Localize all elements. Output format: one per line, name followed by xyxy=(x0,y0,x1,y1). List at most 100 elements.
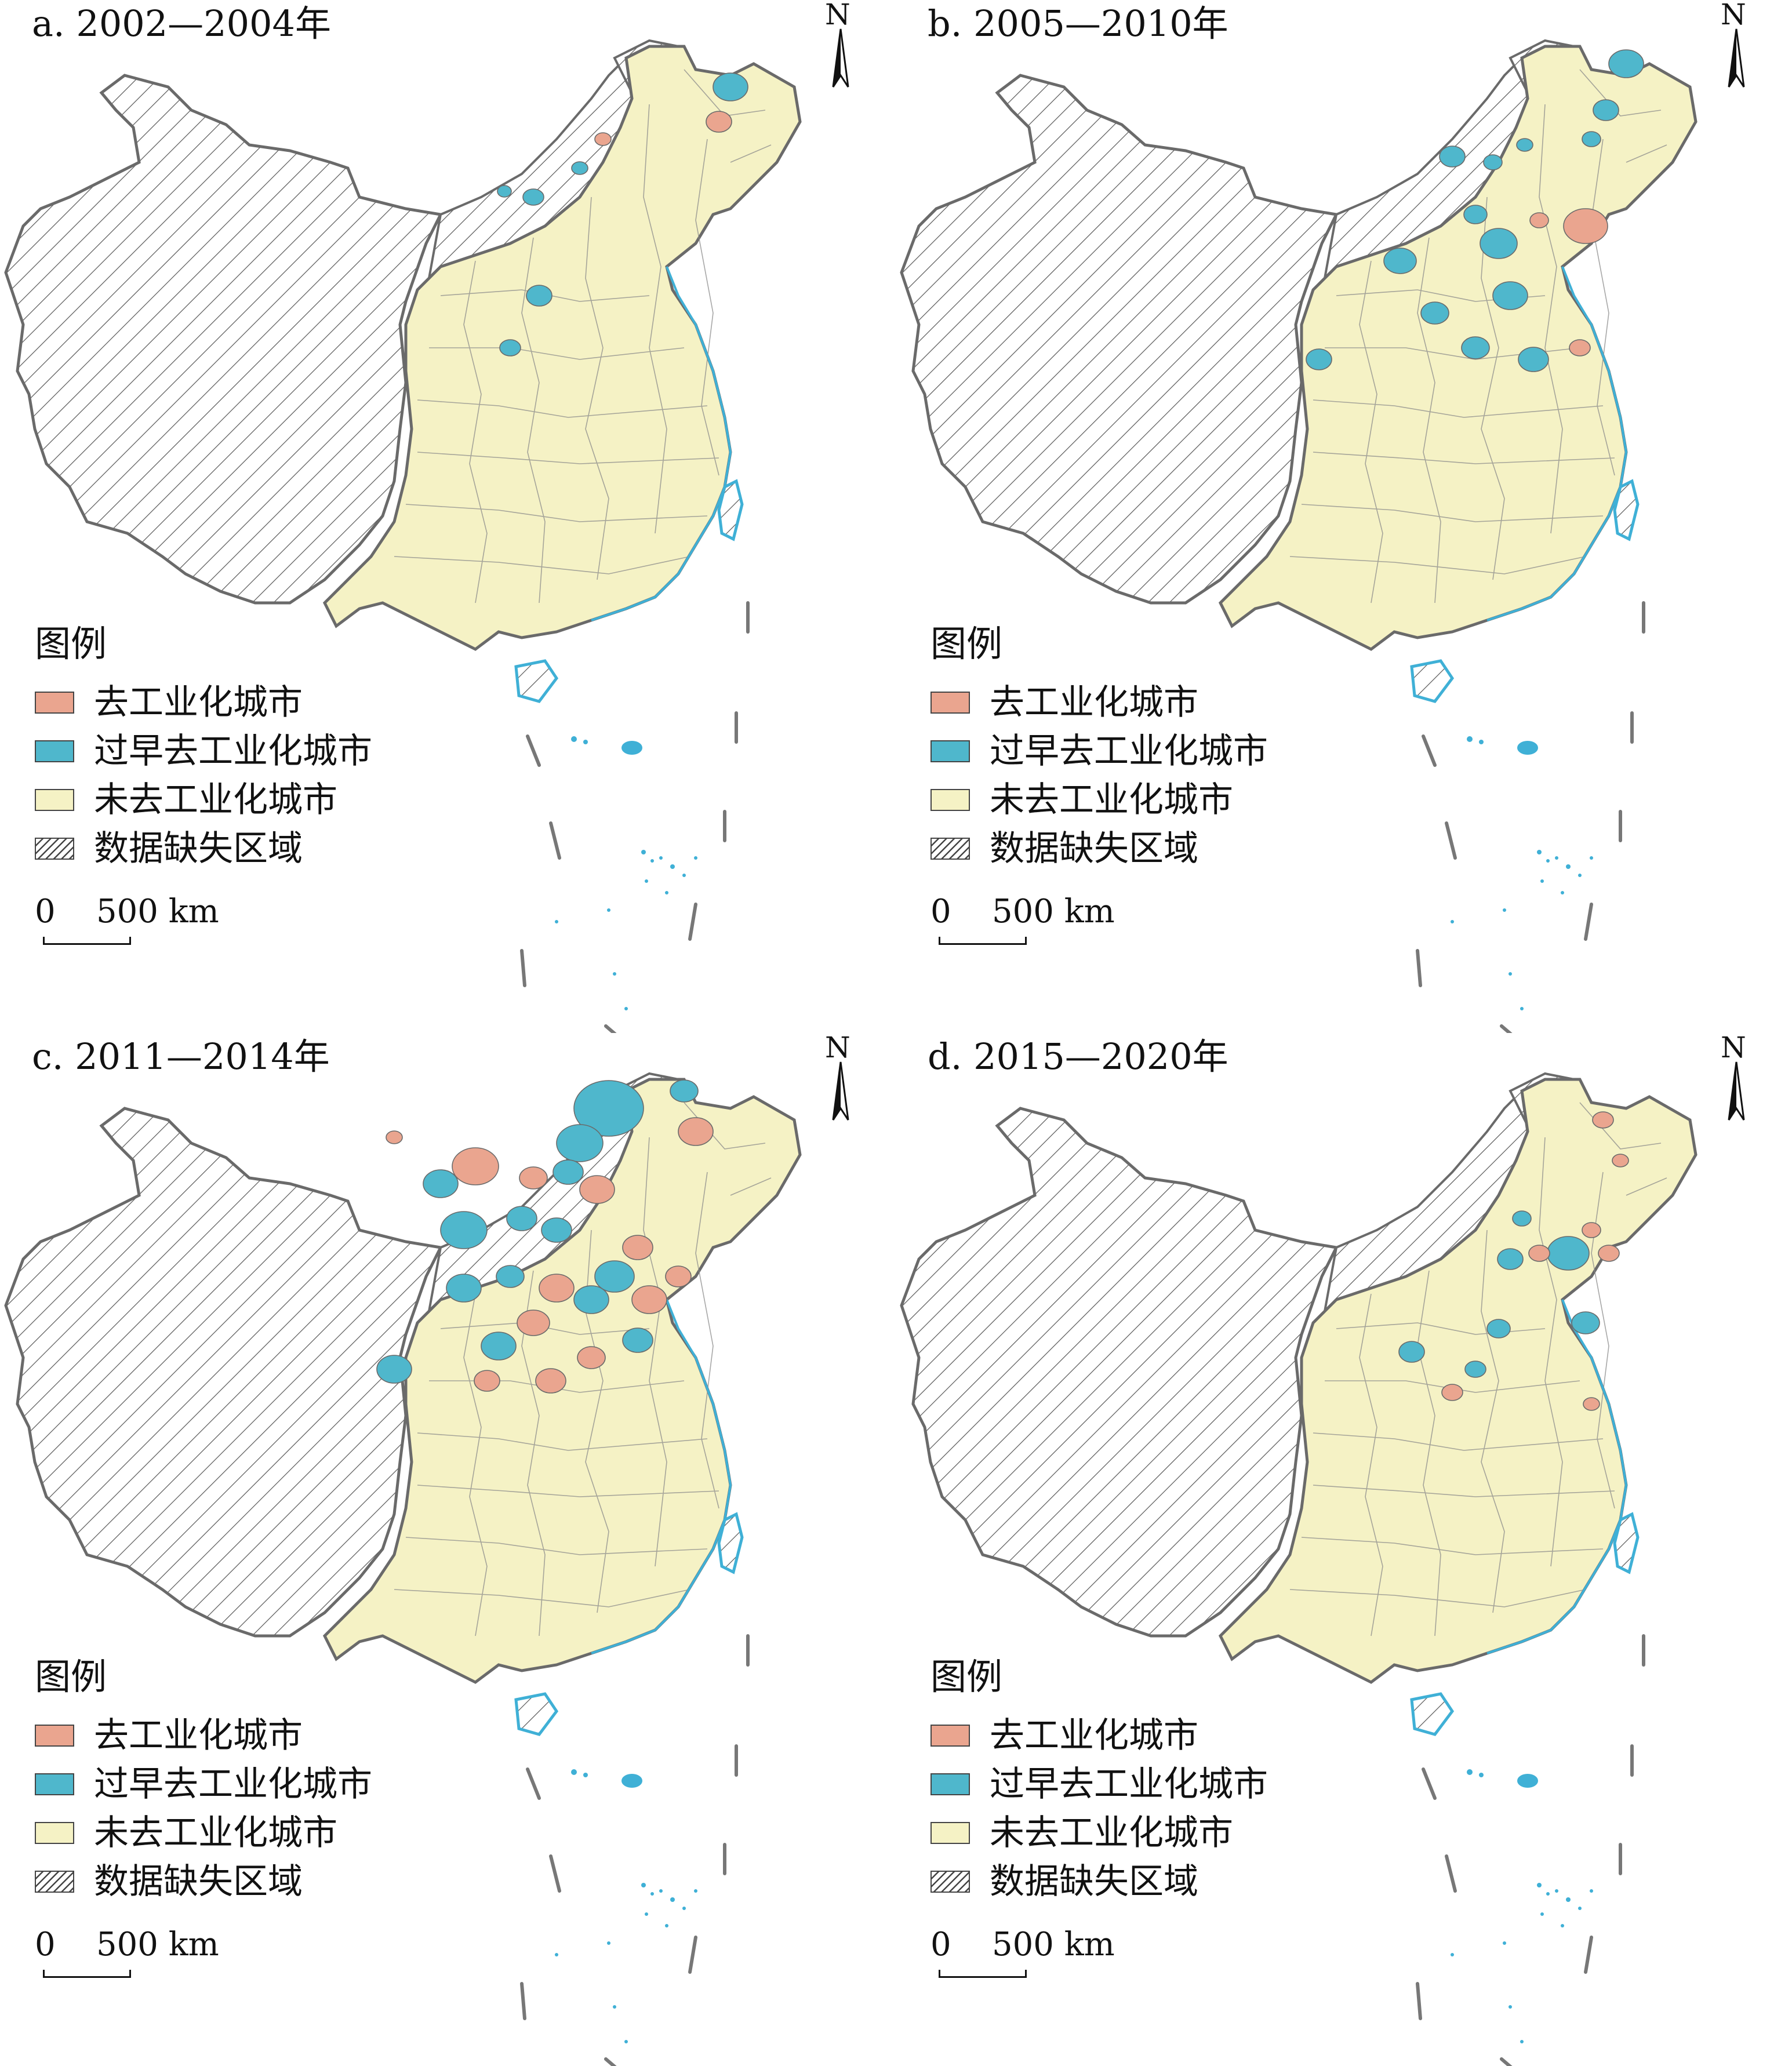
scale-zero: 0 xyxy=(930,1926,951,1963)
classified-cities xyxy=(497,72,748,357)
swatch-yellow xyxy=(930,789,970,811)
hainan-island xyxy=(1410,1692,1455,1736)
deindustrialized-city xyxy=(622,1235,653,1260)
legend-item-not-deindustrialized: 未去工业化城市 xyxy=(930,1809,1268,1857)
map-panel-a: a. 2002—2004年 N 图例 去工业化城市 过早去工业化城市 未去工业化… xyxy=(0,0,896,1033)
premature-deindustrialized-city xyxy=(573,1080,644,1137)
city-region-east xyxy=(1218,45,1698,651)
premature-deindustrialized-city xyxy=(440,1211,488,1249)
south-sea-islands xyxy=(555,736,697,1010)
legend-label: 数据缺失区域 xyxy=(94,1861,303,1902)
legend-title: 图例 xyxy=(35,1656,107,1698)
legend-label: 过早去工业化城市 xyxy=(94,1764,372,1805)
deindustrialized-city xyxy=(631,1285,667,1314)
legend-item-not-deindustrialized: 未去工业化城市 xyxy=(35,1809,372,1857)
legend-label: 数据缺失区域 xyxy=(990,1861,1198,1902)
premature-deindustrialized-city xyxy=(522,188,544,206)
premature-deindustrialized-city xyxy=(1492,281,1528,310)
legend-item-premature: 过早去工业化城市 xyxy=(930,727,1268,776)
premature-deindustrialized-city xyxy=(481,1332,517,1361)
premature-deindustrialized-city xyxy=(541,1217,572,1243)
legend-label: 数据缺失区域 xyxy=(94,828,303,869)
north-arrow: N xyxy=(809,1033,873,1126)
swatch-blue xyxy=(35,1773,74,1795)
deindustrialized-city xyxy=(452,1147,499,1185)
classified-cities xyxy=(376,1079,714,1394)
deindustrialized-city xyxy=(474,1370,500,1392)
deindustrialized-city xyxy=(1569,339,1591,357)
city-region-east xyxy=(322,45,802,651)
legend-item-deindustrialized: 去工业化城市 xyxy=(35,678,372,727)
deindustrialized-city xyxy=(594,132,612,146)
legend-item-premature: 过早去工业化城市 xyxy=(35,727,372,776)
swatch-hatch xyxy=(930,838,970,860)
nine-dash-line xyxy=(520,1634,750,2066)
legend-item-deindustrialized: 去工业化城市 xyxy=(35,1711,372,1760)
china-map xyxy=(4,39,802,1033)
scale-line xyxy=(43,937,131,945)
taiwan-island xyxy=(717,479,744,541)
city-region-east xyxy=(1218,1078,1698,1684)
north-arrow-icon xyxy=(1728,28,1745,88)
map-panel-b: b. 2005—2010年 N 图例 去工业化城市 过早去工业化城市 未去工业化… xyxy=(896,0,1791,1033)
legend-item-premature: 过早去工业化城市 xyxy=(35,1760,372,1809)
premature-deindustrialized-city xyxy=(573,1285,609,1314)
premature-deindustrialized-city xyxy=(571,161,588,175)
north-arrow: N xyxy=(1704,0,1768,93)
panel-title: a. 2002—2004年 xyxy=(32,2,331,45)
north-label: N xyxy=(825,1033,850,1064)
north-arrow-icon xyxy=(832,28,849,88)
scale-distance: 500 km xyxy=(992,893,1115,930)
north-arrow-icon xyxy=(832,1061,849,1121)
deindustrialized-city xyxy=(1598,1245,1620,1262)
legend-item-not-deindustrialized: 未去工业化城市 xyxy=(35,776,372,824)
north-arrow-icon xyxy=(1728,1061,1745,1121)
legend-item-deindustrialized: 去工业化城市 xyxy=(930,1711,1268,1760)
scale-distance: 500 km xyxy=(96,1926,219,1963)
swatch-hatch xyxy=(35,1871,74,1893)
premature-deindustrialized-city xyxy=(1464,1361,1486,1378)
panel-title: b. 2005—2010年 xyxy=(928,2,1228,45)
deindustrialized-city xyxy=(1583,1397,1600,1411)
swatch-yellow xyxy=(930,1822,970,1844)
premature-deindustrialized-city xyxy=(594,1260,635,1293)
swatch-yellow xyxy=(35,789,74,811)
china-map xyxy=(900,39,1698,1033)
south-sea-islands xyxy=(1451,736,1593,1010)
legend-item-missing: 数据缺失区域 xyxy=(930,824,1268,873)
scale-distance: 500 km xyxy=(96,893,219,930)
premature-deindustrialized-city xyxy=(1518,347,1549,372)
swatch-red xyxy=(930,692,970,714)
data-missing-west-region xyxy=(4,1107,443,1638)
swatch-red xyxy=(35,1725,74,1747)
legend-label: 去工业化城市 xyxy=(990,682,1198,723)
legend-label: 未去工业化城市 xyxy=(94,1813,337,1853)
premature-deindustrialized-city xyxy=(1398,1341,1425,1363)
scale-zero: 0 xyxy=(35,893,56,930)
taiwan-island xyxy=(717,1512,744,1574)
premature-deindustrialized-city xyxy=(423,1169,459,1198)
north-label: N xyxy=(1721,0,1746,31)
premature-deindustrialized-city xyxy=(1512,1210,1532,1227)
premature-deindustrialized-city xyxy=(1497,1248,1524,1270)
deindustrialized-city xyxy=(539,1274,575,1303)
premature-deindustrialized-city xyxy=(670,1079,699,1103)
nine-dash-line xyxy=(1416,601,1645,1033)
hainan-island xyxy=(1410,659,1455,703)
classified-cities xyxy=(1398,1111,1629,1411)
scale-distance: 500 km xyxy=(992,1926,1115,1963)
legend: 图例 去工业化城市 过早去工业化城市 未去工业化城市 数据缺失区域 xyxy=(930,626,1268,873)
swatch-blue xyxy=(930,740,970,762)
china-map xyxy=(4,1072,802,2066)
map-panel-c: c. 2011—2014年 N 图例 去工业化城市 过早去工业化城市 未去工业化… xyxy=(0,1033,896,2066)
legend-label: 过早去工业化城市 xyxy=(990,731,1268,772)
premature-deindustrialized-city xyxy=(1483,154,1503,170)
deindustrialized-city xyxy=(1528,1245,1550,1262)
city-boundaries xyxy=(1289,69,1667,603)
premature-deindustrialized-city xyxy=(1571,1311,1600,1334)
panel-title: d. 2015—2020年 xyxy=(928,1035,1228,1078)
premature-deindustrialized-city xyxy=(1480,228,1518,259)
deindustrialized-city xyxy=(1612,1154,1629,1167)
premature-deindustrialized-city xyxy=(1461,336,1490,359)
deindustrialized-city xyxy=(519,1166,548,1190)
